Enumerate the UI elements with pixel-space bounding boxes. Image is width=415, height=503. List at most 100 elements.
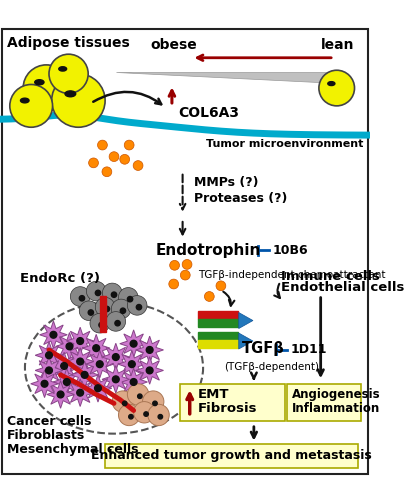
Polygon shape [66,348,94,375]
Polygon shape [118,351,146,378]
Circle shape [95,297,115,317]
Circle shape [49,54,88,94]
Text: Inflammation: Inflammation [292,402,381,415]
Circle shape [120,154,129,164]
FancyBboxPatch shape [105,444,358,467]
Polygon shape [239,333,253,349]
Bar [198,340,238,348]
Circle shape [46,367,52,374]
Circle shape [102,167,112,177]
Polygon shape [40,321,67,349]
Polygon shape [84,374,112,402]
Circle shape [90,313,110,333]
Ellipse shape [35,79,44,85]
Bar [198,332,238,340]
Circle shape [182,260,192,269]
Polygon shape [120,330,147,358]
Polygon shape [47,381,74,408]
Polygon shape [66,327,94,355]
Circle shape [142,391,164,412]
Text: Enhanced tumor growth and metastasis: Enhanced tumor growth and metastasis [91,449,372,462]
Circle shape [95,290,101,296]
Circle shape [118,404,140,426]
Circle shape [106,312,126,331]
Text: lean: lean [321,38,354,52]
Circle shape [144,412,148,416]
Bar [100,296,106,332]
Text: Fibroblasts: Fibroblasts [7,429,85,442]
Circle shape [79,296,85,301]
Circle shape [109,152,119,161]
Ellipse shape [20,98,29,103]
Polygon shape [53,368,81,396]
Circle shape [95,385,101,392]
Circle shape [79,301,99,320]
Circle shape [112,391,134,412]
Circle shape [81,372,88,378]
Circle shape [104,306,110,312]
Circle shape [146,367,153,374]
Text: Immune cells: Immune cells [281,270,379,283]
Circle shape [88,310,93,315]
Polygon shape [120,368,147,396]
Circle shape [130,379,137,385]
Circle shape [10,85,53,127]
Circle shape [153,401,157,405]
Circle shape [115,320,120,326]
Polygon shape [56,332,83,360]
Polygon shape [31,370,59,397]
Circle shape [93,345,100,352]
Circle shape [86,281,106,301]
Circle shape [96,361,103,368]
Text: obese: obese [150,38,197,52]
Circle shape [136,304,142,310]
Polygon shape [102,366,129,393]
Polygon shape [35,342,63,369]
Polygon shape [86,351,114,378]
Circle shape [129,414,133,419]
Circle shape [129,361,135,368]
Circle shape [124,140,134,150]
Text: Adipose tissues: Adipose tissues [7,36,130,50]
Polygon shape [102,343,129,371]
Text: Endotrophin: Endotrophin [156,242,261,258]
Circle shape [118,288,138,307]
Circle shape [134,401,155,423]
Circle shape [111,299,131,319]
Polygon shape [116,72,339,82]
Text: COL6A3: COL6A3 [178,106,239,120]
Text: Proteases (?): Proteases (?) [194,192,288,205]
Polygon shape [239,312,253,328]
Circle shape [66,343,73,350]
Circle shape [51,74,105,127]
Circle shape [77,389,83,396]
Circle shape [41,380,48,387]
Text: MMPs (?): MMPs (?) [194,176,259,189]
Circle shape [148,404,169,426]
Text: Endothelial cells: Endothelial cells [281,281,404,294]
Circle shape [127,296,147,315]
Text: 10B6: 10B6 [273,243,308,257]
Circle shape [127,296,133,302]
Circle shape [319,70,354,106]
Circle shape [63,379,70,385]
Text: TGFβ-independent chemoattractant: TGFβ-independent chemoattractant [198,270,385,280]
Text: EMT: EMT [198,388,229,401]
Ellipse shape [65,91,76,97]
Circle shape [205,292,214,301]
Text: Cancer cells: Cancer cells [7,415,91,428]
Bar [198,319,238,327]
Circle shape [61,363,68,369]
Circle shape [46,352,52,359]
Circle shape [89,158,98,168]
Circle shape [130,341,137,347]
Circle shape [169,279,178,289]
FancyBboxPatch shape [180,384,285,421]
Circle shape [50,331,57,338]
Polygon shape [66,379,94,406]
Polygon shape [50,352,78,380]
Circle shape [133,160,143,171]
Polygon shape [136,336,164,364]
Circle shape [111,292,117,297]
Circle shape [120,308,126,313]
